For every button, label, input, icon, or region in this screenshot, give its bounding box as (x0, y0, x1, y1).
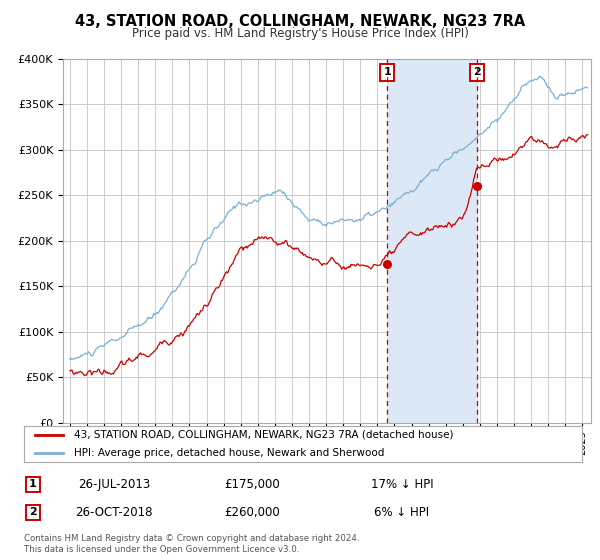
Text: 1: 1 (29, 479, 37, 489)
Text: 17% ↓ HPI: 17% ↓ HPI (371, 478, 433, 491)
Text: 1: 1 (383, 67, 391, 77)
Text: 43, STATION ROAD, COLLINGHAM, NEWARK, NG23 7RA (detached house): 43, STATION ROAD, COLLINGHAM, NEWARK, NG… (74, 430, 454, 440)
Bar (387, 59, 477, 423)
Text: 26-OCT-2018: 26-OCT-2018 (75, 506, 153, 519)
Text: 2: 2 (29, 507, 37, 517)
Text: Price paid vs. HM Land Registry's House Price Index (HPI): Price paid vs. HM Land Registry's House … (131, 27, 469, 40)
Text: 43, STATION ROAD, COLLINGHAM, NEWARK, NG23 7RA: 43, STATION ROAD, COLLINGHAM, NEWARK, NG… (75, 14, 525, 29)
Text: This data is licensed under the Open Government Licence v3.0.: This data is licensed under the Open Gov… (24, 545, 299, 554)
Text: 2: 2 (473, 67, 481, 77)
Text: 26-JUL-2013: 26-JUL-2013 (78, 478, 150, 491)
Text: Contains HM Land Registry data © Crown copyright and database right 2024.: Contains HM Land Registry data © Crown c… (24, 534, 359, 543)
Text: £260,000: £260,000 (224, 506, 280, 519)
Text: £175,000: £175,000 (224, 478, 280, 491)
Text: 6% ↓ HPI: 6% ↓ HPI (374, 506, 430, 519)
Text: HPI: Average price, detached house, Newark and Sherwood: HPI: Average price, detached house, Newa… (74, 448, 385, 458)
